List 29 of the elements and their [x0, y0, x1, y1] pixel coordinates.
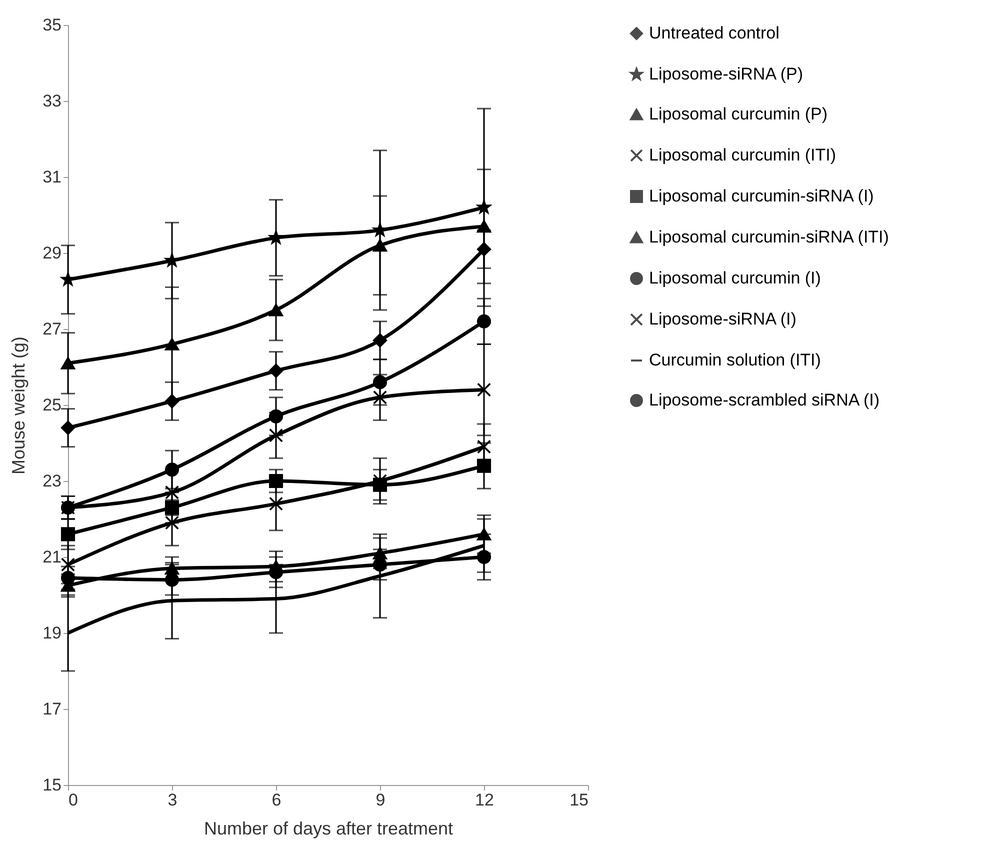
y-tick-label: 23	[42, 472, 62, 490]
y-tick-label: 31	[42, 168, 62, 186]
x-tick-label: 0	[68, 790, 78, 810]
y-tick-label: 33	[42, 92, 62, 110]
y-tick-label: 21	[42, 548, 62, 566]
y-tick-label: 17	[42, 700, 62, 718]
legend-label: Liposomal curcumin-siRNA (I)	[649, 186, 874, 206]
y-tick-label: 25	[42, 396, 62, 414]
x-tick-label: 6	[272, 790, 282, 810]
legend-label: Liposomal curcumin (ITI)	[649, 146, 836, 164]
y-axis-title: Mouse weight (g)	[8, 336, 29, 475]
y-tick-label: 29	[42, 244, 62, 262]
x-tick-label: 12	[475, 790, 494, 810]
x-axis-title: Number of days after treatment	[204, 818, 454, 838]
legend-label: Liposomal curcumin-siRNA (ITI)	[649, 228, 889, 246]
legend-label: Liposome-scrambled siRNA (I)	[649, 390, 880, 410]
legend-label: Untreated control	[649, 24, 780, 42]
x-tick-label: 9	[376, 790, 386, 810]
y-tick-label: 19	[42, 624, 62, 642]
legend-label: Liposomal curcumin (I)	[649, 268, 821, 288]
legend-label: Liposomal curcumin (P)	[649, 104, 828, 124]
legend-label: Liposome-siRNA (P)	[649, 64, 803, 84]
x-tick-label: 3	[168, 790, 178, 810]
legend-label: Curcumin solution (ITI)	[649, 350, 821, 370]
legend-label: Liposome-siRNA (I)	[649, 310, 796, 328]
y-tick-label: 35	[42, 16, 62, 34]
y-tick-label: 27	[42, 320, 62, 338]
y-tick-label: 15	[42, 776, 62, 794]
x-tick-label: 15	[570, 790, 588, 810]
